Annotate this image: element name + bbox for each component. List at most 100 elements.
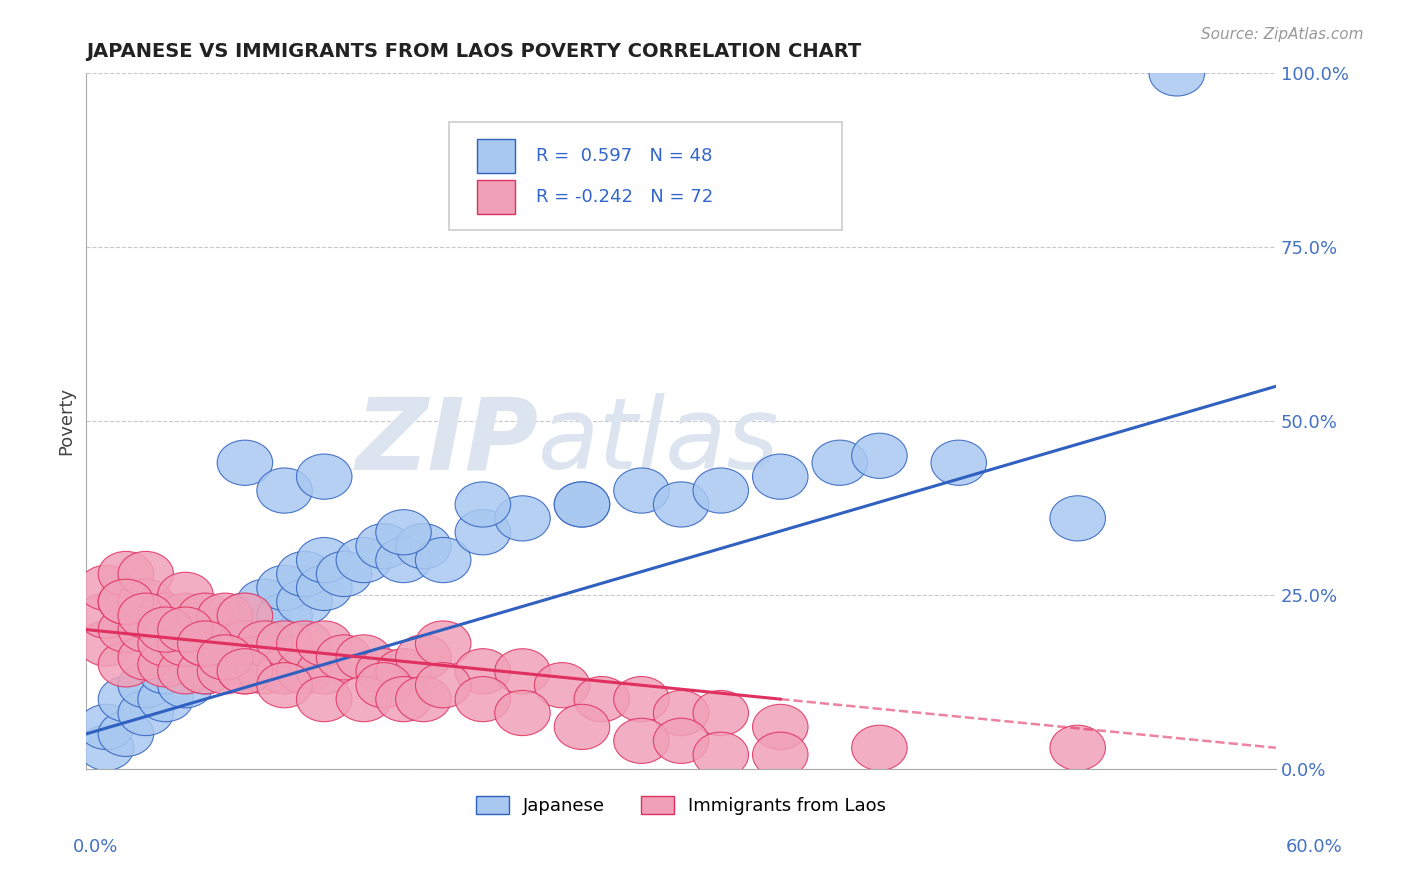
Ellipse shape bbox=[356, 524, 412, 569]
Ellipse shape bbox=[277, 621, 332, 666]
Ellipse shape bbox=[277, 579, 332, 624]
Ellipse shape bbox=[98, 579, 153, 624]
Ellipse shape bbox=[217, 593, 273, 639]
Ellipse shape bbox=[157, 635, 214, 680]
Ellipse shape bbox=[177, 648, 233, 694]
Ellipse shape bbox=[613, 718, 669, 764]
Ellipse shape bbox=[138, 593, 194, 639]
Ellipse shape bbox=[395, 635, 451, 680]
Ellipse shape bbox=[257, 663, 312, 708]
Ellipse shape bbox=[177, 621, 233, 666]
Ellipse shape bbox=[197, 635, 253, 680]
Ellipse shape bbox=[157, 573, 214, 617]
Ellipse shape bbox=[79, 566, 134, 610]
Ellipse shape bbox=[752, 732, 808, 777]
Ellipse shape bbox=[277, 648, 332, 694]
Ellipse shape bbox=[238, 648, 292, 694]
FancyBboxPatch shape bbox=[477, 139, 515, 173]
Ellipse shape bbox=[574, 676, 630, 722]
Ellipse shape bbox=[118, 635, 173, 680]
Ellipse shape bbox=[217, 648, 273, 694]
Ellipse shape bbox=[157, 663, 214, 708]
Ellipse shape bbox=[297, 454, 352, 500]
Ellipse shape bbox=[752, 705, 808, 749]
Ellipse shape bbox=[534, 663, 591, 708]
Ellipse shape bbox=[257, 593, 312, 639]
Ellipse shape bbox=[118, 690, 173, 736]
Ellipse shape bbox=[931, 440, 987, 485]
FancyBboxPatch shape bbox=[449, 122, 842, 230]
Ellipse shape bbox=[138, 676, 194, 722]
Ellipse shape bbox=[336, 635, 392, 680]
Ellipse shape bbox=[177, 648, 233, 694]
Ellipse shape bbox=[238, 579, 292, 624]
Ellipse shape bbox=[197, 621, 253, 666]
Y-axis label: Poverty: Poverty bbox=[58, 387, 75, 455]
Text: 0.0%: 0.0% bbox=[73, 838, 118, 856]
Ellipse shape bbox=[395, 524, 451, 569]
Text: Source: ZipAtlas.com: Source: ZipAtlas.com bbox=[1201, 27, 1364, 42]
Ellipse shape bbox=[375, 676, 432, 722]
Text: R = -0.242   N = 72: R = -0.242 N = 72 bbox=[536, 188, 713, 206]
Ellipse shape bbox=[79, 593, 134, 639]
Ellipse shape bbox=[613, 468, 669, 513]
Text: R =  0.597   N = 48: R = 0.597 N = 48 bbox=[536, 147, 713, 165]
Ellipse shape bbox=[217, 440, 273, 485]
Ellipse shape bbox=[316, 635, 371, 680]
Ellipse shape bbox=[297, 621, 352, 666]
Ellipse shape bbox=[118, 579, 173, 624]
Ellipse shape bbox=[177, 621, 233, 666]
Ellipse shape bbox=[98, 711, 153, 756]
Ellipse shape bbox=[852, 434, 907, 478]
Ellipse shape bbox=[415, 663, 471, 708]
Ellipse shape bbox=[98, 551, 153, 597]
Ellipse shape bbox=[157, 607, 214, 652]
Ellipse shape bbox=[98, 579, 153, 624]
Ellipse shape bbox=[654, 482, 709, 527]
Ellipse shape bbox=[456, 676, 510, 722]
Ellipse shape bbox=[336, 676, 392, 722]
Ellipse shape bbox=[138, 648, 194, 694]
Ellipse shape bbox=[693, 732, 748, 777]
Ellipse shape bbox=[217, 621, 273, 666]
Text: ZIP: ZIP bbox=[356, 393, 538, 491]
Ellipse shape bbox=[177, 621, 233, 666]
Ellipse shape bbox=[118, 551, 173, 597]
Ellipse shape bbox=[1050, 496, 1105, 541]
Ellipse shape bbox=[693, 690, 748, 736]
Ellipse shape bbox=[813, 440, 868, 485]
Ellipse shape bbox=[495, 648, 550, 694]
Ellipse shape bbox=[356, 663, 412, 708]
Ellipse shape bbox=[375, 648, 432, 694]
Ellipse shape bbox=[554, 482, 610, 527]
Ellipse shape bbox=[654, 690, 709, 736]
Ellipse shape bbox=[118, 607, 173, 652]
Ellipse shape bbox=[217, 621, 273, 666]
Ellipse shape bbox=[852, 725, 907, 771]
Ellipse shape bbox=[197, 607, 253, 652]
Text: 60.0%: 60.0% bbox=[1286, 838, 1343, 856]
Ellipse shape bbox=[98, 607, 153, 652]
Ellipse shape bbox=[217, 648, 273, 694]
Text: atlas: atlas bbox=[538, 393, 780, 491]
Ellipse shape bbox=[752, 454, 808, 500]
Ellipse shape bbox=[297, 566, 352, 610]
Ellipse shape bbox=[197, 593, 253, 639]
Ellipse shape bbox=[257, 566, 312, 610]
Ellipse shape bbox=[118, 663, 173, 708]
Ellipse shape bbox=[257, 468, 312, 513]
Text: JAPANESE VS IMMIGRANTS FROM LAOS POVERTY CORRELATION CHART: JAPANESE VS IMMIGRANTS FROM LAOS POVERTY… bbox=[86, 42, 862, 61]
Ellipse shape bbox=[238, 621, 292, 666]
Ellipse shape bbox=[415, 621, 471, 666]
Ellipse shape bbox=[138, 621, 194, 666]
Ellipse shape bbox=[138, 641, 194, 687]
Ellipse shape bbox=[297, 538, 352, 582]
Ellipse shape bbox=[98, 641, 153, 687]
Ellipse shape bbox=[415, 538, 471, 582]
Ellipse shape bbox=[257, 621, 312, 666]
Ellipse shape bbox=[238, 607, 292, 652]
Ellipse shape bbox=[217, 593, 273, 639]
Ellipse shape bbox=[395, 676, 451, 722]
Ellipse shape bbox=[495, 496, 550, 541]
Ellipse shape bbox=[613, 676, 669, 722]
